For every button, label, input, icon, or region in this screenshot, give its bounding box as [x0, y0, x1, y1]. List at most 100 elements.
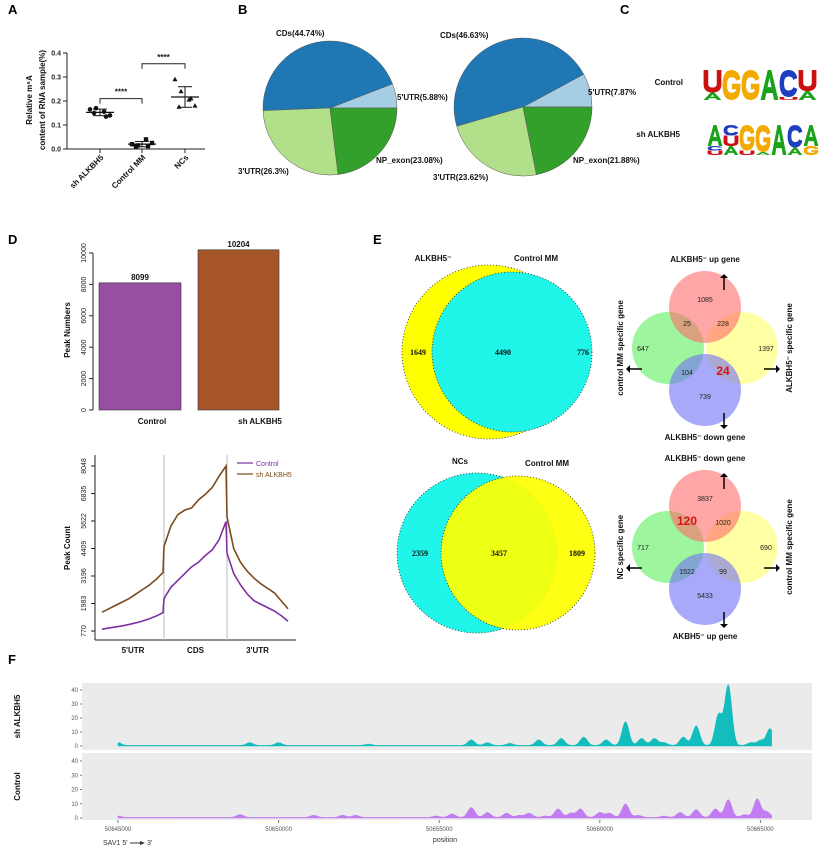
significance-label: **** [115, 88, 128, 97]
y-tick-label: 5622 [81, 513, 88, 529]
data-point [93, 105, 99, 111]
motif-letter-G-icon [755, 125, 771, 152]
bar [98, 282, 182, 411]
motif-letter-A-icon [787, 147, 803, 155]
panel-label: C [620, 2, 630, 17]
x-tick-label: 50645000 [105, 827, 132, 833]
y-tick-label: 0.4 [51, 51, 61, 58]
coverage-area [117, 684, 772, 747]
y-tick-label: 10000 [81, 243, 88, 263]
pie-slice [262, 40, 393, 111]
panel-label: D [8, 232, 17, 247]
x-region-label: CDS [187, 646, 205, 655]
data-point [103, 114, 109, 119]
panel-label: B [238, 2, 247, 17]
x-tick-label: 50650000 [265, 827, 292, 833]
motif-letter-A-icon [755, 152, 771, 155]
y-tick-label: 6000 [81, 308, 88, 324]
motif-label: Control [655, 78, 683, 87]
motif-letter-U-icon [707, 150, 723, 155]
pie-slice-label: 3'UTR(23.62%) [433, 173, 489, 182]
venn-count: 1809 [569, 549, 585, 558]
track-label: sh ALKBH5 [13, 694, 22, 738]
motif-letter-C-icon [707, 146, 723, 151]
x-tick-label: 50660000 [586, 827, 613, 833]
venn4-count: 25 [683, 321, 691, 328]
y-tick-label: 20 [71, 788, 78, 794]
venn4-count: 3837 [697, 496, 713, 503]
motif-letter-A-icon [760, 70, 779, 100]
y-tick-label: 2000 [81, 371, 88, 387]
motif-letter-C-icon [787, 125, 803, 148]
motif-letter-U-icon [723, 135, 739, 146]
pie-slice-label: CDs(46.63%) [440, 31, 489, 40]
y-tick-label: 0 [75, 744, 79, 750]
pie-slice [522, 106, 593, 175]
venn4-count: 1085 [697, 297, 713, 304]
venn4-count: 717 [637, 545, 649, 552]
venn4-count: 99 [719, 569, 727, 576]
panel-label: E [373, 232, 382, 247]
motif-letter-A-icon [723, 146, 739, 155]
track-label: Control [13, 772, 22, 800]
venn4-count: 120 [677, 514, 697, 528]
data-point [87, 107, 93, 112]
motif-letter-A-icon [771, 125, 787, 155]
pie-slice [456, 106, 537, 177]
venn-count: 4490 [495, 348, 511, 357]
motif-letter-U-icon [739, 150, 755, 155]
y-tick-label: 8000 [81, 277, 88, 293]
data-point [172, 76, 178, 82]
pie-slice-label: 3'UTR(26.3%) [238, 167, 289, 176]
data-point [143, 137, 149, 142]
motif-letter-G-icon [803, 146, 819, 155]
y-axis-label: Peak Numbers [63, 302, 72, 358]
motif-letter-C-icon [723, 125, 739, 136]
motif-letter-G-icon [739, 125, 755, 151]
y-tick-label: 20 [71, 716, 78, 722]
venn-circle [440, 475, 596, 631]
motif-letter-C-icon [779, 70, 798, 97]
pie-slice-label: 5'UTR(5.88%) [397, 93, 448, 102]
venn-set-label: NCs [452, 457, 469, 466]
panel-label: F [8, 652, 16, 667]
gene-direction-arrow-icon [140, 841, 145, 845]
motif-letter-A-icon [703, 92, 722, 100]
venn-set-label: Control MM [514, 254, 558, 263]
venn4-set-label: ALKBH5⁻ down gene [665, 454, 746, 463]
venn4-set-label: control MM specific gene [785, 499, 794, 595]
pie-slice [329, 107, 398, 175]
data-point [188, 95, 194, 101]
venn4-count: 104 [681, 370, 693, 377]
x-tick-label: NCs [173, 153, 191, 171]
pie-slice-label: NP_exon(21.88%) [573, 156, 640, 165]
data-point [149, 140, 155, 146]
bar [197, 249, 280, 411]
venn-set-label: Control MM [525, 459, 569, 468]
y-axis-label: Peak Count [63, 526, 72, 570]
y-tick-label: 10 [71, 730, 78, 736]
panel-label: A [8, 2, 18, 17]
y-tick-label: 40 [71, 759, 78, 765]
venn4-circle [669, 271, 741, 343]
gene-end-label: 3' [147, 840, 152, 847]
y-tick-label: 8048 [81, 458, 88, 474]
y-tick-label: 40 [71, 688, 78, 694]
arrow-icon [720, 425, 728, 429]
bar-value-label: 10204 [227, 240, 250, 249]
pie-slice-label: NP_exon(23.08%) [376, 156, 443, 165]
data-point [145, 143, 151, 149]
arrow-icon [626, 365, 630, 373]
venn4-count: 1522 [679, 569, 695, 576]
y-tick-label: 4000 [81, 339, 88, 355]
venn4-set-label: ALKBH5⁻ specific gene [785, 303, 794, 393]
x-tick-label: Control [138, 417, 166, 426]
x-tick-label: 50665000 [747, 827, 774, 833]
y-tick-label: 0.3 [51, 75, 61, 82]
data-point [107, 113, 113, 118]
x-tick-label: 50655000 [426, 827, 453, 833]
venn4-set-label: NC specific gene [616, 514, 625, 579]
gene-label: SAV1 5' [103, 840, 128, 847]
pie-slice [453, 37, 585, 127]
